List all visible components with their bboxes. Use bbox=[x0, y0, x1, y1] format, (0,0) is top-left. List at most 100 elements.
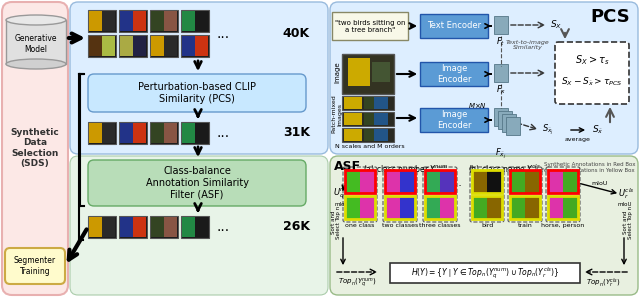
Text: average: average bbox=[565, 137, 591, 142]
Bar bbox=[472, 170, 502, 193]
Bar bbox=[425, 170, 440, 193]
Bar bbox=[548, 196, 578, 219]
Text: ...: ... bbox=[452, 178, 463, 188]
Text: Synthetic
Data
Selection
(SDS): Synthetic Data Selection (SDS) bbox=[11, 128, 60, 168]
Bar bbox=[120, 11, 133, 31]
Bar bbox=[344, 113, 362, 125]
Bar bbox=[506, 117, 520, 135]
Bar bbox=[494, 64, 508, 82]
Bar bbox=[88, 10, 116, 32]
Bar bbox=[164, 123, 177, 143]
Text: N scales and M orders: N scales and M orders bbox=[335, 144, 405, 149]
Bar bbox=[133, 217, 146, 237]
Bar bbox=[102, 36, 115, 56]
FancyBboxPatch shape bbox=[5, 248, 65, 284]
Bar bbox=[89, 217, 102, 237]
Bar bbox=[133, 36, 146, 56]
Bar bbox=[548, 170, 563, 193]
Bar bbox=[372, 62, 390, 82]
Text: Image
Encoder: Image Encoder bbox=[436, 64, 471, 84]
Bar bbox=[374, 113, 388, 125]
Bar bbox=[342, 54, 394, 94]
Bar bbox=[119, 35, 147, 57]
Text: $U_q^{num}$: $U_q^{num}$ bbox=[333, 187, 355, 201]
Bar bbox=[102, 217, 115, 237]
Bar bbox=[150, 122, 178, 144]
Bar bbox=[119, 10, 147, 32]
Bar bbox=[182, 123, 195, 143]
Bar bbox=[525, 170, 540, 193]
Bar bbox=[385, 196, 415, 219]
Text: $S_X - S_{\tilde{x}} > \tau_{PCS}$: $S_X - S_{\tilde{x}} > \tau_{PCS}$ bbox=[561, 76, 623, 88]
Text: "two birds sitting on
a tree branch": "two birds sitting on a tree branch" bbox=[335, 20, 405, 32]
Bar bbox=[88, 35, 116, 57]
Bar bbox=[487, 170, 502, 193]
Bar bbox=[425, 196, 455, 219]
Bar bbox=[133, 11, 146, 31]
Bar bbox=[472, 170, 487, 193]
Bar bbox=[181, 10, 209, 32]
Bar bbox=[360, 196, 375, 219]
Bar bbox=[181, 216, 209, 238]
Bar bbox=[385, 170, 400, 193]
Text: $U_r^{cls}$: $U_r^{cls}$ bbox=[618, 187, 635, 201]
Bar bbox=[385, 196, 415, 219]
Bar bbox=[6, 20, 66, 64]
Text: (b) class name $Y^{cls}$: (b) class name $Y^{cls}$ bbox=[468, 163, 541, 176]
Text: 31K: 31K bbox=[283, 127, 310, 140]
FancyBboxPatch shape bbox=[2, 2, 68, 295]
Text: $S_{\tilde{x}}$: $S_{\tilde{x}}$ bbox=[592, 124, 604, 136]
Bar bbox=[374, 97, 388, 109]
Bar bbox=[120, 217, 133, 237]
Ellipse shape bbox=[6, 15, 66, 25]
Bar bbox=[345, 196, 360, 219]
Bar bbox=[510, 196, 525, 219]
Bar bbox=[425, 196, 440, 219]
Text: Perturbation-based CLIP
Similarity (PCS): Perturbation-based CLIP Similarity (PCS) bbox=[138, 82, 256, 104]
Bar bbox=[494, 16, 508, 34]
Bar bbox=[472, 196, 487, 219]
Text: (a) class number $Y^{num}$: (a) class number $Y^{num}$ bbox=[363, 163, 449, 175]
Bar bbox=[364, 113, 382, 125]
Bar bbox=[151, 11, 164, 31]
Bar bbox=[120, 36, 133, 56]
Bar bbox=[420, 14, 488, 38]
Bar bbox=[400, 170, 415, 193]
Text: Patch-mixed
Images: Patch-mixed Images bbox=[332, 95, 342, 133]
Bar bbox=[150, 10, 178, 32]
Text: horse, person: horse, person bbox=[541, 223, 584, 228]
FancyBboxPatch shape bbox=[88, 74, 306, 112]
Bar bbox=[195, 36, 208, 56]
FancyBboxPatch shape bbox=[88, 160, 306, 206]
Bar bbox=[510, 170, 540, 193]
Bar bbox=[195, 217, 208, 237]
Bar bbox=[151, 217, 164, 237]
Bar bbox=[472, 196, 502, 219]
Text: train: train bbox=[518, 223, 532, 228]
Text: $M{\times}N$: $M{\times}N$ bbox=[468, 102, 487, 110]
Text: two classes: two classes bbox=[382, 223, 418, 228]
Text: PCS: PCS bbox=[590, 8, 630, 26]
Text: Synthetic Annotations in Red Box
Reference Annotations in Yellow Box: Synthetic Annotations in Red Box Referen… bbox=[536, 162, 635, 173]
Bar bbox=[102, 123, 115, 143]
Bar bbox=[420, 62, 488, 86]
Bar bbox=[150, 35, 178, 57]
Bar bbox=[89, 36, 102, 56]
Bar bbox=[487, 196, 502, 219]
Bar bbox=[164, 11, 177, 31]
Text: $F_t$: $F_t$ bbox=[497, 36, 506, 48]
Bar bbox=[181, 35, 209, 57]
Bar bbox=[548, 196, 563, 219]
Bar bbox=[472, 196, 502, 219]
Text: $F_{\tilde{x}_j}$: $F_{\tilde{x}_j}$ bbox=[495, 146, 507, 161]
Text: ...: ... bbox=[216, 26, 229, 40]
Text: 26K: 26K bbox=[283, 220, 310, 233]
Bar bbox=[182, 11, 195, 31]
Bar bbox=[498, 111, 512, 129]
Bar bbox=[510, 170, 540, 193]
Text: mIoU: mIoU bbox=[592, 181, 608, 186]
Bar bbox=[88, 122, 116, 144]
Bar bbox=[88, 216, 116, 238]
Text: 40K: 40K bbox=[283, 27, 310, 40]
Bar bbox=[502, 114, 516, 132]
